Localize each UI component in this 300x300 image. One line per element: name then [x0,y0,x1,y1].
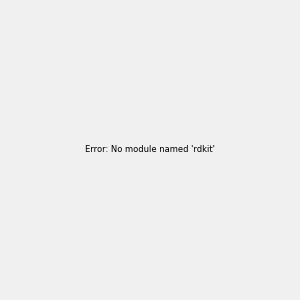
Text: Error: No module named 'rdkit': Error: No module named 'rdkit' [85,146,215,154]
